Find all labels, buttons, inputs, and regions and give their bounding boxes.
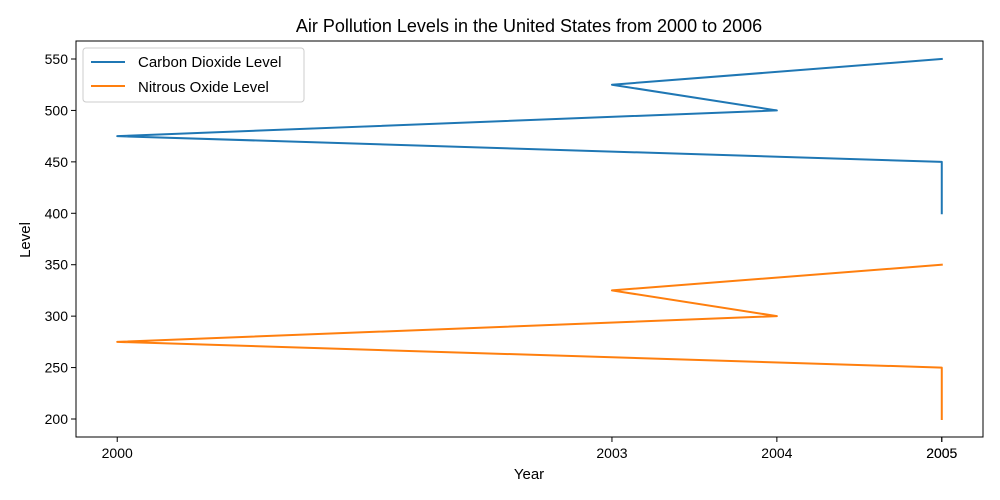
plot-area xyxy=(75,40,984,438)
y-tick-label: 450 xyxy=(45,154,69,170)
y-tick-label: 400 xyxy=(45,205,69,221)
y-tick-label: 500 xyxy=(45,102,69,118)
x-tick-label: 2003 xyxy=(596,445,627,461)
y-tick-label: 250 xyxy=(45,360,69,376)
y-tick-label: 200 xyxy=(45,411,69,427)
y-tick-label: 300 xyxy=(45,308,69,324)
legend: Carbon Dioxide Level Nitrous Oxide Level xyxy=(82,47,305,103)
y-axis: 200 250 300 350 400 450 500 550 xyxy=(45,51,76,427)
y-tick-label: 550 xyxy=(45,51,69,67)
x-axis-title: Year xyxy=(514,466,544,483)
x-tick-label: 2004 xyxy=(761,445,792,461)
chart-title: Air Pollution Levels in the United State… xyxy=(296,16,762,36)
x-tick-label: 2005 xyxy=(926,445,957,461)
legend-label-nitrous-oxide: Nitrous Oxide Level xyxy=(138,79,269,96)
legend-box xyxy=(82,47,305,103)
series-line-0 xyxy=(116,57,943,215)
x-tick-label: 2000 xyxy=(102,445,133,461)
x-tick-label: 2005 xyxy=(926,445,957,461)
y-axis-title: Level xyxy=(17,222,34,258)
legend-label-carbon-dioxide: Carbon Dioxide Level xyxy=(138,54,281,71)
series-line-1 xyxy=(116,263,943,420)
y-tick-label: 350 xyxy=(45,257,69,273)
series-layer xyxy=(116,57,943,420)
